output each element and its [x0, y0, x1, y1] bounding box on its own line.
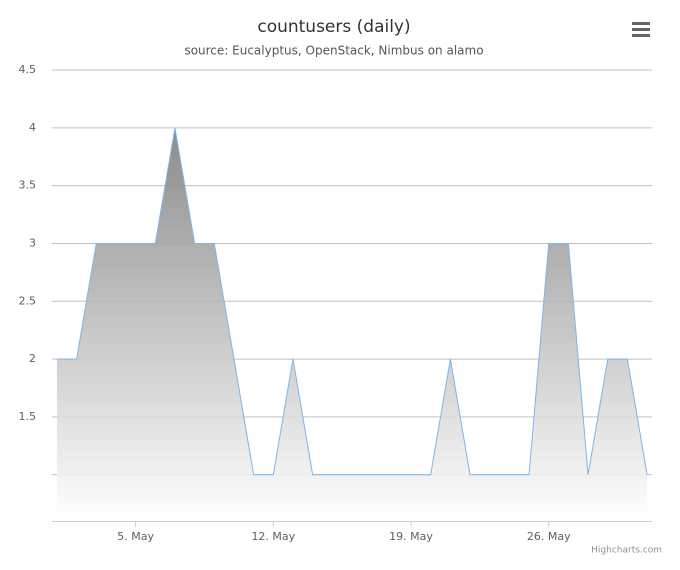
y-tick-label: 3 [29, 236, 36, 249]
x-tick-label: 5. May [117, 530, 154, 543]
x-tick-label: 12. May [251, 530, 295, 543]
y-tick-label: 4.5 [19, 63, 37, 76]
x-tick-label: 19. May [389, 530, 433, 543]
chart-title: countusers (daily) [257, 17, 410, 37]
y-tick-label: 1.5 [19, 410, 37, 423]
area-fill [56, 127, 648, 522]
y-tick-label: 4 [29, 121, 36, 134]
credits[interactable]: Highcharts.com [591, 546, 662, 556]
chart-subtitle: source: Eucalyptus, OpenStack, Nimbus on… [184, 44, 483, 58]
x-tick-label: 26. May [527, 530, 571, 543]
y-tick-label: 2 [29, 352, 36, 365]
menu-button[interactable] [632, 22, 650, 37]
y-tick-label: 3.5 [19, 179, 37, 192]
area-line [56, 127, 648, 476]
y-tick-label: 2.5 [19, 294, 37, 307]
